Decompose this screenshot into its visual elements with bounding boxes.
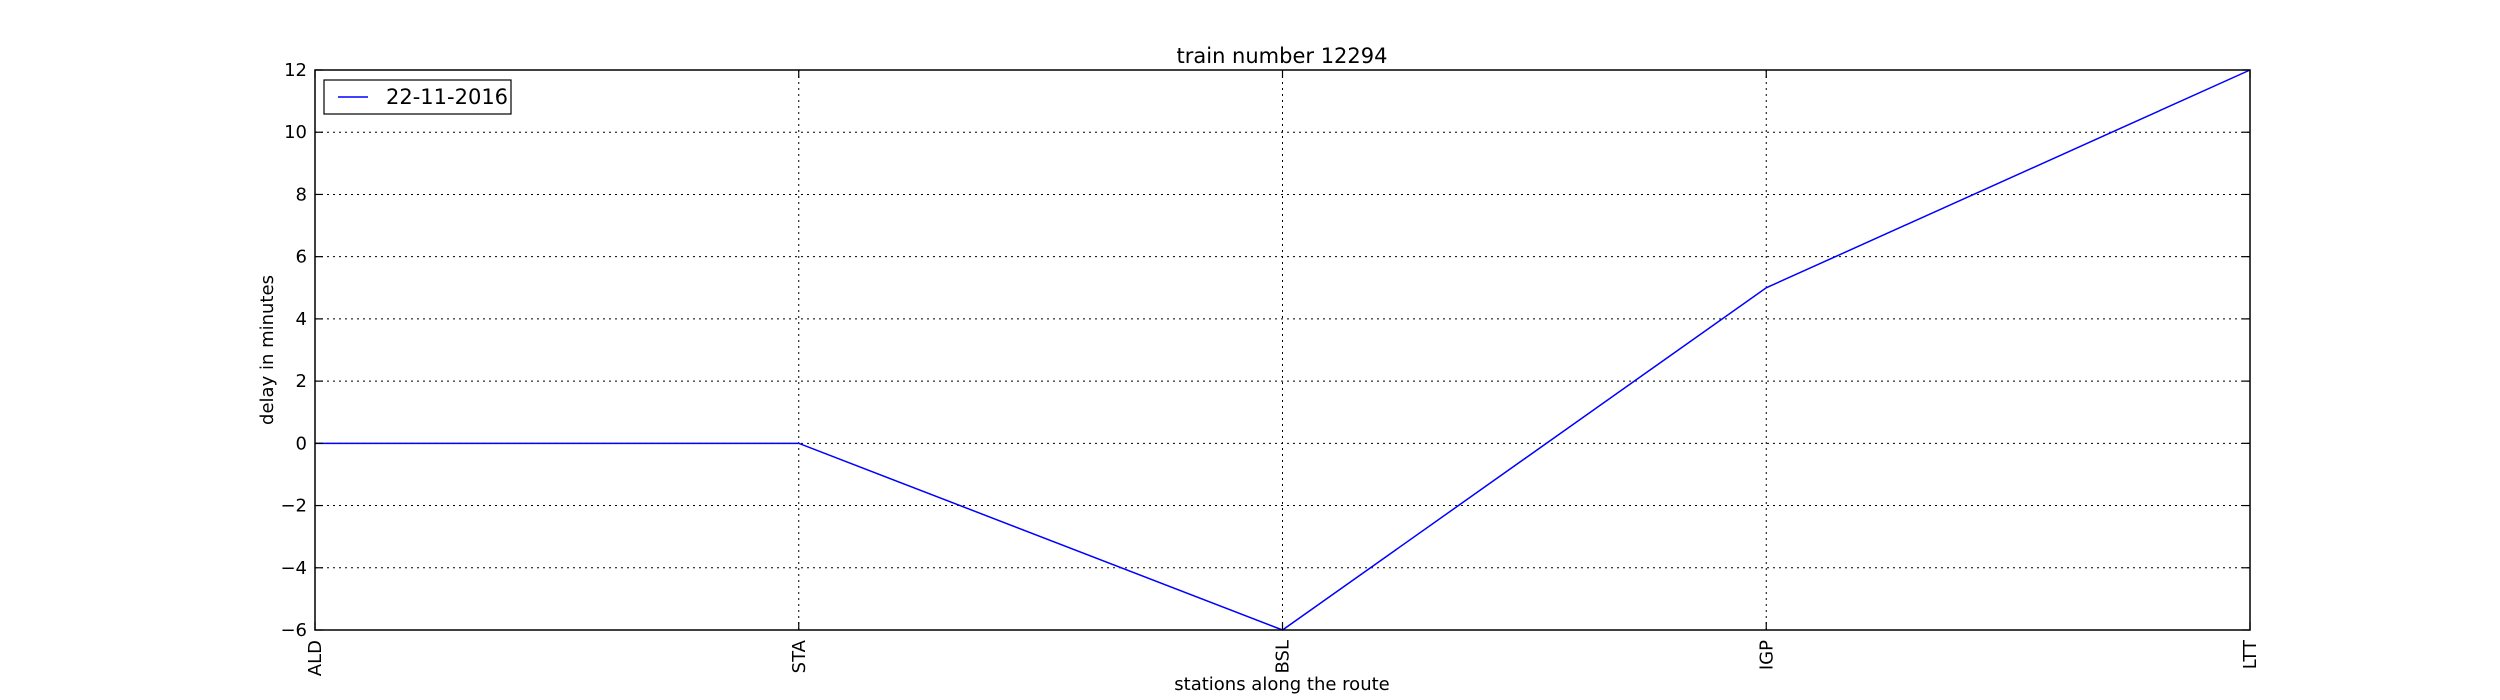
x-tick-label: LTT xyxy=(2240,639,2261,669)
y-tick-label: 12 xyxy=(284,60,307,81)
ticks: −6 −4 −2 0 2 4 6 8 10 12 ALD STA BSL IGP LTT xyxy=(280,60,2261,676)
x-axis-label: stations along the route xyxy=(1174,674,1389,695)
y-tick-label: 10 xyxy=(284,122,307,143)
legend-label: 22-11-2016 xyxy=(386,85,508,109)
chart-title: train number 12294 xyxy=(1177,44,1388,68)
y-tick-label: 4 xyxy=(296,309,307,330)
y-tick-label: −6 xyxy=(280,620,307,641)
series-layer xyxy=(314,69,2251,631)
x-tick-label: IGP xyxy=(1756,640,1777,670)
x-tick-label: ALD xyxy=(305,640,326,676)
y-tick-label: 8 xyxy=(296,184,307,205)
y-tick-label: 0 xyxy=(296,433,307,454)
y-axis-label: delay in minutes xyxy=(257,275,278,425)
x-tick-label: STA xyxy=(789,639,810,673)
x-tick-label: BSL xyxy=(1273,640,1294,674)
grid-lines xyxy=(315,70,2250,630)
legend: 22-11-2016 xyxy=(323,79,512,115)
y-tick-label: −4 xyxy=(280,558,307,579)
y-tick-label: −2 xyxy=(280,496,307,517)
y-tick-label: 6 xyxy=(296,247,307,268)
y-tick-label: 2 xyxy=(296,371,307,392)
